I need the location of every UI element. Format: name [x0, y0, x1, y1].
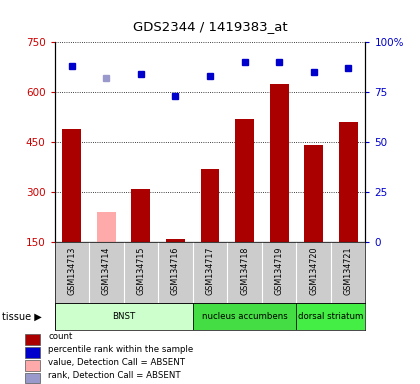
Bar: [63, 129, 81, 242]
Text: BNST: BNST: [112, 312, 135, 321]
Bar: [339, 122, 357, 242]
Bar: [55, 303, 193, 330]
Text: rank, Detection Call = ABSENT: rank, Detection Call = ABSENT: [48, 371, 181, 380]
Text: dorsal striatum: dorsal striatum: [298, 312, 364, 321]
Text: GSM134717: GSM134717: [205, 247, 215, 295]
Text: value, Detection Call = ABSENT: value, Detection Call = ABSENT: [48, 358, 185, 367]
Text: GSM134716: GSM134716: [171, 247, 180, 295]
Text: nucleus accumbens: nucleus accumbens: [202, 312, 287, 321]
Text: percentile rank within the sample: percentile rank within the sample: [48, 345, 193, 354]
Text: GDS2344 / 1419383_at: GDS2344 / 1419383_at: [133, 20, 287, 33]
Bar: [304, 146, 323, 242]
Bar: [297, 303, 365, 330]
Bar: [200, 169, 220, 242]
Bar: [193, 303, 297, 330]
Bar: [97, 212, 116, 242]
Text: GSM134715: GSM134715: [136, 247, 145, 295]
Text: GSM134719: GSM134719: [275, 247, 284, 295]
Text: GSM134718: GSM134718: [240, 247, 249, 295]
Text: tissue ▶: tissue ▶: [2, 312, 42, 322]
Bar: [235, 119, 254, 242]
Bar: [166, 238, 185, 242]
Bar: [270, 84, 289, 242]
Text: GSM134713: GSM134713: [67, 247, 76, 295]
Bar: [25, 347, 40, 358]
Text: GSM134720: GSM134720: [309, 247, 318, 295]
Bar: [25, 360, 40, 371]
Text: GSM134714: GSM134714: [102, 247, 111, 295]
Bar: [131, 189, 150, 242]
Text: count: count: [48, 332, 72, 341]
Text: GSM134721: GSM134721: [344, 247, 353, 295]
Bar: [25, 334, 40, 344]
Bar: [25, 373, 40, 384]
